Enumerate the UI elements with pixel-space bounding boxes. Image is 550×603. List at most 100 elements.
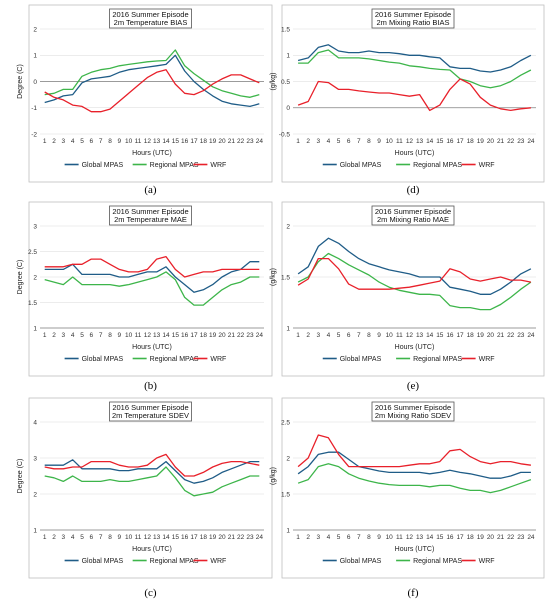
- y-tick-label: 1: [33, 53, 37, 60]
- x-tick-label: 23: [517, 138, 525, 145]
- x-tick-label: 16: [181, 138, 189, 145]
- y-tick-label: 1: [286, 325, 290, 332]
- legend-entry: WRF: [479, 558, 495, 565]
- x-tick-label: 20: [487, 534, 495, 541]
- x-tick-label: 10: [125, 332, 133, 339]
- x-tick-label: 1: [43, 332, 47, 339]
- chart-title: 2016 Summer Episode: [112, 10, 188, 19]
- x-tick-label: 10: [386, 534, 394, 541]
- x-tick-label: 3: [62, 138, 66, 145]
- x-axis-label: Hours (UTC): [395, 344, 435, 351]
- x-tick-label: 8: [367, 138, 371, 145]
- x-tick-label: 5: [337, 534, 341, 541]
- series-line-wrf: [297, 434, 531, 468]
- legend-entry: Regional MPAS: [150, 558, 199, 565]
- y-tick-label: 4: [33, 419, 37, 426]
- x-tick-label: 18: [467, 138, 475, 145]
- y-tick-label: -0.5: [279, 131, 291, 138]
- x-tick-label: 24: [527, 332, 535, 339]
- x-tick-label: 7: [99, 534, 103, 541]
- x-tick-label: 6: [90, 534, 94, 541]
- x-tick-label: 8: [108, 534, 112, 541]
- x-tick-label: 19: [477, 332, 485, 339]
- chart-title-box: [109, 205, 192, 226]
- x-tick-label: 11: [135, 534, 142, 541]
- x-tick-label: 4: [71, 332, 75, 339]
- series-line-wrf: [297, 78, 531, 112]
- x-tick-label: 3: [317, 534, 321, 541]
- x-tick-label: 14: [426, 534, 434, 541]
- legend-entry: WRF: [479, 356, 495, 363]
- legend-entry: Regional MPAS: [413, 162, 462, 169]
- x-tick-label: 20: [218, 138, 226, 145]
- x-tick-label: 8: [367, 332, 371, 339]
- x-tick-label: 21: [497, 332, 505, 339]
- x-tick-label: 1: [296, 332, 300, 339]
- x-tick-label: 8: [108, 332, 112, 339]
- legend-entry: WRF: [210, 558, 226, 565]
- x-tick-label: 17: [456, 138, 464, 145]
- x-tick-label: 12: [144, 534, 152, 541]
- x-tick-label: 18: [467, 534, 475, 541]
- x-tick-label: 12: [406, 534, 414, 541]
- x-tick-label: 19: [209, 332, 217, 339]
- x-tick-label: 12: [406, 332, 414, 339]
- legend-entry: Global MPAS: [340, 162, 382, 169]
- x-tick-label: 23: [517, 534, 525, 541]
- y-tick-label: 2: [33, 491, 37, 498]
- x-tick-label: 24: [256, 138, 264, 145]
- x-tick-label: 5: [80, 332, 84, 339]
- x-tick-label: 14: [426, 332, 434, 339]
- legend-entry: Global MPAS: [82, 558, 124, 565]
- panel-label: (d): [407, 184, 420, 196]
- x-tick-label: 3: [62, 534, 66, 541]
- x-tick-label: 5: [80, 138, 84, 145]
- series-line-regional-mpas: [298, 49, 532, 89]
- panel-label: (a): [144, 184, 157, 196]
- chart-title-box: [371, 401, 455, 422]
- chart-title-box: [371, 8, 455, 29]
- x-tick-label: 2: [306, 138, 310, 145]
- x-tick-label: 13: [153, 138, 161, 145]
- chart-frame: [281, 397, 545, 579]
- y-axis-label: Degree (C): [17, 459, 24, 494]
- y-axis-label: Degree (C): [17, 64, 24, 99]
- legend-entry: Global MPAS: [82, 356, 124, 363]
- x-tick-label: 17: [456, 534, 464, 541]
- chart-frame: [281, 4, 545, 183]
- x-tick-label: 17: [190, 332, 198, 339]
- chart-title-box: [109, 8, 192, 29]
- x-tick-label: 14: [426, 138, 434, 145]
- y-tick-label: 1: [286, 53, 290, 60]
- x-tick-label: 20: [487, 138, 495, 145]
- y-tick-label: 2: [33, 274, 37, 281]
- chart-title: 2016 Summer Episode: [112, 403, 188, 412]
- x-tick-label: 17: [190, 138, 198, 145]
- y-axis-label: (g/kg): [270, 268, 277, 286]
- x-tick-label: 9: [377, 138, 381, 145]
- chart-frame: [28, 397, 273, 579]
- x-tick-label: 2: [306, 332, 310, 339]
- x-tick-label: 14: [162, 534, 170, 541]
- y-tick-label: 0.5: [281, 79, 290, 86]
- x-tick-label: 6: [347, 332, 351, 339]
- x-tick-label: 23: [246, 138, 254, 145]
- x-tick-label: 7: [357, 534, 361, 541]
- x-tick-label: 13: [416, 138, 424, 145]
- x-tick-label: 4: [71, 138, 75, 145]
- x-axis-label: Hours (UTC): [132, 546, 172, 553]
- x-tick-label: 1: [296, 534, 300, 541]
- chart-subtitle: 2m Temperature BIAS: [114, 18, 188, 27]
- series-line-regional-mpas: [297, 252, 532, 311]
- x-tick-label: 2: [52, 138, 56, 145]
- chart-frame: [28, 201, 273, 377]
- x-tick-label: 5: [80, 534, 84, 541]
- x-tick-label: 4: [327, 332, 331, 339]
- x-tick-label: 23: [246, 332, 254, 339]
- legend-entry: Global MPAS: [340, 356, 382, 363]
- series-line-global-mpas: [297, 44, 532, 73]
